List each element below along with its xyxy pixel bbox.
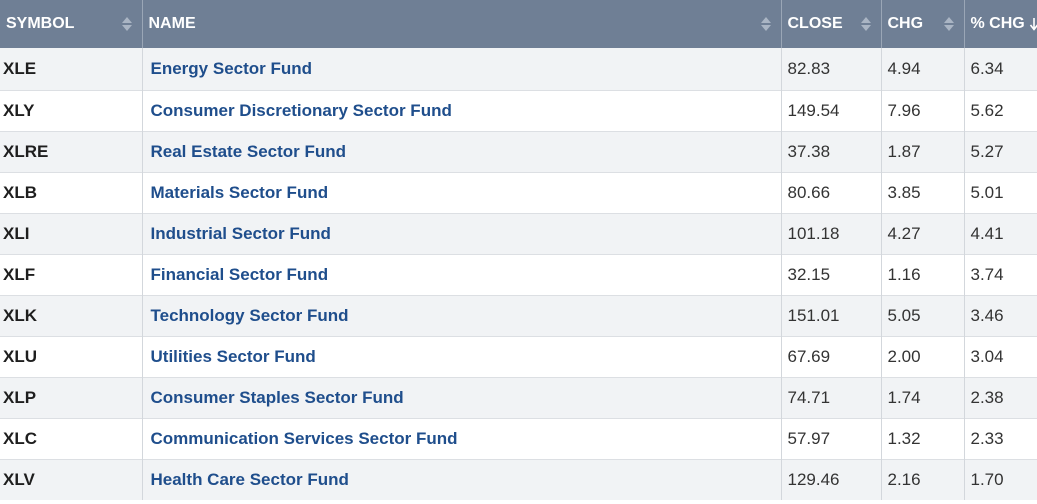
chg-cell: 5.05 [881,294,965,336]
name-cell: Industrial Sector Fund [142,212,782,254]
chg-cell: 4.94 [881,48,965,90]
table-row[interactable]: XLY Consumer Discretionary Sector Fund 1… [0,89,1037,131]
name-cell: Financial Sector Fund [142,253,782,295]
pct-chg-cell: 3.74 [964,253,1037,295]
table-row[interactable]: XLV Health Care Sector Fund 129.46 2.16 … [0,458,1037,500]
pct-chg-cell: 5.01 [964,171,1037,213]
name-cell: Consumer Discretionary Sector Fund [142,89,782,131]
pct-chg-cell: 2.33 [964,417,1037,459]
column-header-label: SYMBOL [6,14,75,32]
table-row[interactable]: XLP Consumer Staples Sector Fund 74.71 1… [0,376,1037,418]
symbol-cell: XLB [0,171,143,213]
symbol-cell: XLC [0,417,143,459]
chg-cell: 1.87 [881,130,965,172]
chg-cell: 4.27 [881,212,965,254]
pct-chg-cell: 6.34 [964,48,1037,90]
pct-chg-cell: 5.62 [964,89,1037,131]
fund-name-link[interactable]: Financial Sector Fund [150,264,329,284]
table-row[interactable]: XLF Financial Sector Fund 32.15 1.16 3.7… [0,253,1037,295]
chg-cell: 1.74 [881,376,965,418]
fund-name-link[interactable]: Consumer Staples Sector Fund [150,387,404,407]
fund-name-link[interactable]: Consumer Discretionary Sector Fund [150,100,452,120]
fund-name-link[interactable]: Technology Sector Fund [150,305,349,325]
table-row[interactable]: XLB Materials Sector Fund 80.66 3.85 5.0… [0,171,1037,213]
symbol-cell: XLK [0,294,143,336]
column-header-label: CHG [887,14,924,32]
symbol-cell: XLF [0,253,143,295]
fund-name-link[interactable]: Real Estate Sector Fund [150,141,347,161]
symbol-cell: XLE [0,48,143,90]
name-cell: Utilities Sector Fund [142,335,782,377]
chg-cell: 2.16 [881,458,965,500]
chg-cell: 3.85 [881,171,965,213]
column-header-close[interactable]: CLOSE [781,0,882,48]
name-cell: Real Estate Sector Fund [142,130,782,172]
column-header-chg[interactable]: CHG [881,0,965,48]
close-cell: 151.01 [781,294,882,336]
symbol-cell: XLU [0,335,143,377]
pct-chg-cell: 4.41 [964,212,1037,254]
name-cell: Materials Sector Fund [142,171,782,213]
fund-name-link[interactable]: Materials Sector Fund [150,182,329,202]
fund-name-link[interactable]: Utilities Sector Fund [150,346,316,366]
column-header-symbol[interactable]: SYMBOL [0,0,143,48]
chg-cell: 1.32 [881,417,965,459]
pct-chg-cell: 1.70 [964,458,1037,500]
symbol-cell: XLP [0,376,143,418]
table-row[interactable]: XLRE Real Estate Sector Fund 37.38 1.87 … [0,130,1037,172]
sort-down-icon[interactable] [1029,17,1037,31]
sort-both-icon[interactable] [760,17,771,31]
table-body: XLE Energy Sector Fund 82.83 4.94 6.34 X… [0,48,1037,500]
name-cell: Health Care Sector Fund [142,458,782,500]
chg-cell: 7.96 [881,89,965,131]
table-row[interactable]: XLI Industrial Sector Fund 101.18 4.27 4… [0,212,1037,254]
symbol-cell: XLV [0,458,143,500]
name-cell: Technology Sector Fund [142,294,782,336]
sort-both-icon[interactable] [860,17,871,31]
column-header-label: % CHG [970,14,1025,32]
close-cell: 129.46 [781,458,882,500]
name-cell: Energy Sector Fund [142,48,782,90]
pct-chg-cell: 3.46 [964,294,1037,336]
close-cell: 37.38 [781,130,882,172]
close-cell: 57.97 [781,417,882,459]
table-row[interactable]: XLC Communication Services Sector Fund 5… [0,417,1037,459]
symbol-cell: XLY [0,89,143,131]
chg-cell: 2.00 [881,335,965,377]
close-cell: 80.66 [781,171,882,213]
table-header: SYMBOL NAME CLOSE CHG [0,0,1037,48]
pct-chg-cell: 5.27 [964,130,1037,172]
name-cell: Communication Services Sector Fund [142,417,782,459]
close-cell: 82.83 [781,48,882,90]
column-header-name[interactable]: NAME [142,0,782,48]
close-cell: 67.69 [781,335,882,377]
column-header-label: CLOSE [787,14,843,32]
table-row[interactable]: XLU Utilities Sector Fund 67.69 2.00 3.0… [0,335,1037,377]
fund-name-link[interactable]: Industrial Sector Fund [150,223,331,243]
table-row[interactable]: XLE Energy Sector Fund 82.83 4.94 6.34 [0,48,1037,90]
name-cell: Consumer Staples Sector Fund [142,376,782,418]
pct-chg-cell: 3.04 [964,335,1037,377]
sort-both-icon[interactable] [943,17,954,31]
fund-name-link[interactable]: Energy Sector Fund [150,58,313,78]
close-cell: 32.15 [781,253,882,295]
close-cell: 74.71 [781,376,882,418]
fund-name-link[interactable]: Communication Services Sector Fund [150,428,458,448]
fund-name-link[interactable]: Health Care Sector Fund [150,469,349,489]
symbol-cell: XLI [0,212,143,254]
symbol-cell: XLRE [0,130,143,172]
sort-both-icon[interactable] [121,17,132,31]
close-cell: 101.18 [781,212,882,254]
pct-chg-cell: 2.38 [964,376,1037,418]
column-header-pct-chg[interactable]: % CHG [964,0,1037,48]
column-header-label: NAME [148,14,196,32]
close-cell: 149.54 [781,89,882,131]
table-row[interactable]: XLK Technology Sector Fund 151.01 5.05 3… [0,294,1037,336]
chg-cell: 1.16 [881,253,965,295]
header-row: SYMBOL NAME CLOSE CHG [0,0,1037,48]
